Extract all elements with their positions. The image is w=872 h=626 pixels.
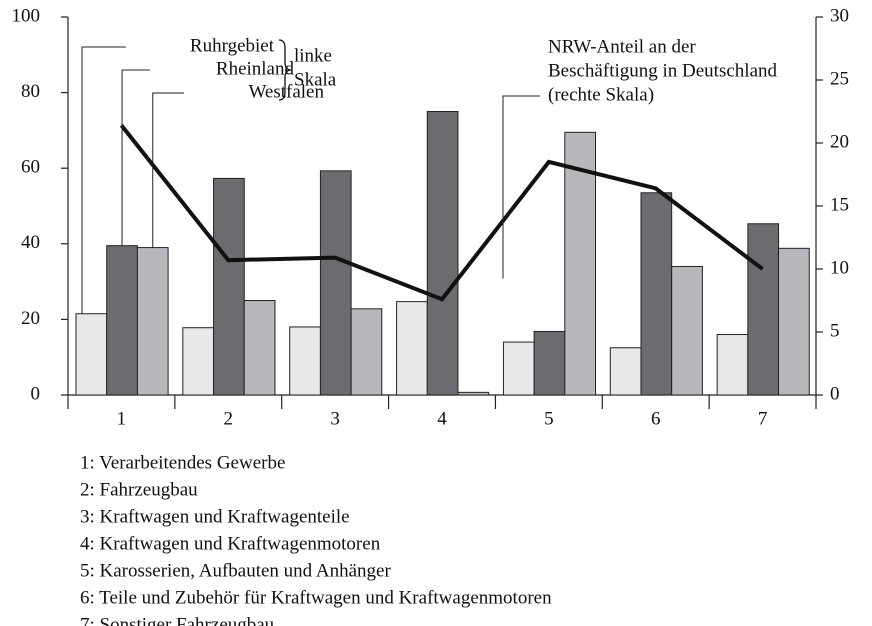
bar [106,245,138,396]
bar [457,391,490,396]
leader-line [81,46,126,314]
bar [213,177,245,396]
x-tick-label: 5 [544,408,554,429]
y-tick-label: 0 [31,383,41,404]
y-tick-label: 100 [12,5,41,26]
line-label: Beschäftigung in Deutschland [548,60,778,81]
y2-tick-label: 20 [830,131,849,152]
line [119,124,764,302]
x-tick-label: 3 [330,408,340,429]
bar [182,327,215,396]
y-tick-label: 20 [21,308,40,329]
bar [426,111,459,396]
category-note: 1: Verarbeitendes Gewerbe [80,452,285,473]
bar [533,330,566,396]
y2-tick-label: 0 [830,383,840,404]
bar [396,301,428,396]
category-note: 7: Sonstiger Fahrzeugbau [80,614,275,626]
category-note: 4: Kraftwagen und Kraftwagenmotoren [80,533,381,554]
bar [640,192,673,396]
brace [278,39,292,101]
bar [243,300,276,396]
y-tick-label: 40 [21,232,40,253]
x-tick-label: 7 [758,408,768,429]
legend-label: Rheinland [216,58,295,79]
category-note: 5: Karosserien, Aufbauten und Anhänger [80,560,391,581]
bar [289,326,321,396]
left-note: Skala [294,69,337,90]
leader-line [121,69,150,246]
x-tick-label: 2 [224,408,234,429]
y2-tick-label: 15 [830,194,849,215]
category-note: 6: Teile und Zubehör für Kraftwagen und … [80,587,552,608]
bar [136,247,169,396]
bar [778,247,810,396]
legend-label: Ruhrgebiet [190,35,275,56]
bar [350,308,383,396]
bar [564,131,597,396]
leader-line [152,92,184,248]
left-note: linke [294,45,332,66]
y-tick-label: 60 [21,157,40,178]
y2-tick-label: 5 [830,320,840,341]
x-tick-label: 4 [437,408,447,429]
line-label: NRW-Anteil an der [548,36,696,57]
bar [502,341,535,396]
leader-line [502,95,540,279]
bar [609,347,642,396]
y2-tick-label: 10 [830,257,849,278]
y2-tick-label: 30 [830,5,849,26]
x-tick-label: 1 [117,408,127,429]
x-tick-label: 6 [651,408,661,429]
legend-label: Westfalen [249,81,325,102]
bar [747,223,780,396]
bar [75,313,108,396]
category-note: 2: Fahrzeugbau [80,479,198,500]
bar [716,334,749,396]
line-label: (rechte Skala) [548,84,654,105]
bar [671,265,703,396]
y-tick-label: 80 [21,81,40,102]
category-note: 3: Kraftwagen und Kraftwagenteile [80,506,350,527]
y2-tick-label: 25 [830,68,849,89]
bar [319,170,352,396]
